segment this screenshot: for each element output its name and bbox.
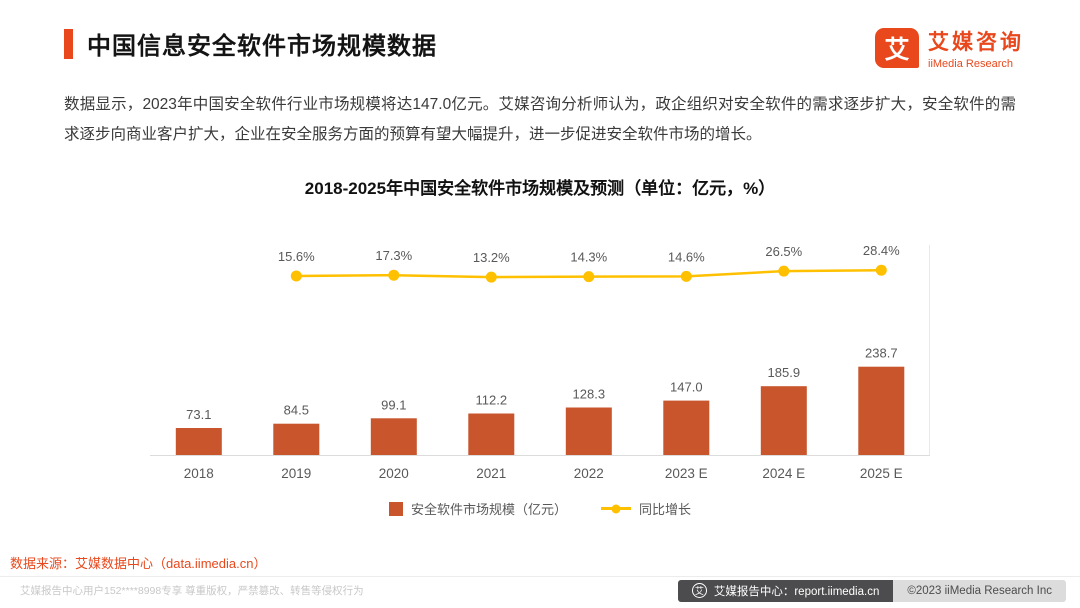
title-accent-bar <box>64 28 73 59</box>
brand-name-cn: 艾媒咨询 <box>928 31 1024 54</box>
footer-copyright: ©2023 iiMedia Research Inc <box>893 579 1066 602</box>
bar <box>663 401 710 456</box>
growth-point <box>290 270 302 282</box>
x-axis-label: 2024 E <box>762 466 805 481</box>
title-wrap: 中国信息安全软件市场规模数据 <box>64 26 437 61</box>
growth-value-label: 17.3% <box>375 249 412 264</box>
growth-point <box>778 266 790 278</box>
bar-value-label: 185.9 <box>768 366 801 381</box>
growth-value-label: 28.4% <box>863 244 900 259</box>
chart-canvas: 73.1 2018 84.5 2019 99.1 2020 112.2 2021 128.3 20… <box>150 244 930 481</box>
intro-paragraph: 数据显示，2023年中国安全软件行业市场规模将达147.0亿元。艾媒咨询分析师认… <box>64 96 1016 144</box>
x-axis-label: 2021 <box>476 466 506 481</box>
header: 中国信息安全软件市场规模数据 艾 艾媒咨询 iiMedia Research <box>0 0 1080 70</box>
footer-report-url: 艾媒报告中心：report.iimedia.cn <box>713 585 880 598</box>
chart-title: 2018-2025年中国安全软件市场规模及预测（单位：亿元，%） <box>304 179 776 199</box>
bar-value-label: 73.1 <box>186 407 211 422</box>
data-source: 数据来源：艾媒数据中心（data.iimedia.cn） <box>10 556 267 571</box>
legend-item-line: 同比增长 <box>601 499 691 518</box>
bar <box>760 386 807 456</box>
growth-point <box>485 272 497 284</box>
legend-bar-label: 安全软件市场规模（亿元） <box>410 502 567 518</box>
growth-point <box>875 265 887 277</box>
footer-report-center: 艾 艾媒报告中心：report.iimedia.cn <box>677 579 894 602</box>
x-axis-label: 2025 E <box>860 466 903 481</box>
bar-value-label: 238.7 <box>865 346 898 361</box>
bar <box>175 428 222 456</box>
iimedia-footer-icon: 艾 <box>691 583 707 598</box>
x-axis-label: 2022 <box>574 466 604 481</box>
x-axis-label: 2018 <box>184 466 214 481</box>
x-axis-label: 2023 E <box>665 466 708 481</box>
x-axis-label: 2019 <box>281 466 311 481</box>
growth-point <box>388 270 400 282</box>
growth-value-label: 14.3% <box>570 250 607 265</box>
bar <box>468 413 515 456</box>
bar-value-label: 112.2 <box>476 393 508 408</box>
growth-value-label: 14.6% <box>668 250 705 265</box>
brand-logo-icon: 艾 <box>875 28 919 68</box>
bar-value-label: 99.1 <box>381 398 406 413</box>
growth-value-label: 15.6% <box>278 249 315 264</box>
x-axis-label: 2020 <box>379 466 409 481</box>
legend-line-swatch <box>601 504 631 514</box>
chart-legend: 安全软件市场规模（亿元） 同比增长 <box>0 499 1080 518</box>
legend-line-dot <box>611 504 621 514</box>
footer-right: 艾 艾媒报告中心：report.iimedia.cn ©2023 iiMedia… <box>677 579 1066 602</box>
bar <box>858 367 905 456</box>
bar-value-label: 147.0 <box>670 380 703 395</box>
market-size-chart: 73.1 2018 84.5 2019 99.1 2020 112.2 2021 128.3 20… <box>150 207 930 497</box>
legend-bar-swatch <box>388 501 403 516</box>
legend-line-label: 同比增长 <box>639 502 692 518</box>
bar <box>370 418 417 456</box>
footer-user-note: 艾媒报告中心用户152****8998专享 尊重版权，严禁篡改、转售等侵权行为 <box>20 585 364 597</box>
bar-value-label: 128.3 <box>573 387 606 402</box>
growth-point <box>583 271 595 283</box>
growth-value-label: 13.2% <box>473 251 510 266</box>
brand-logo: 艾 艾媒咨询 iiMedia Research <box>875 26 1024 70</box>
bar <box>273 424 320 456</box>
page-title: 中国信息安全软件市场规模数据 <box>87 33 437 60</box>
brand-logo-text: 艾媒咨询 iiMedia Research <box>928 26 1024 70</box>
bar-value-label: 84.5 <box>284 403 309 418</box>
growth-point <box>680 271 692 283</box>
footer: 艾媒报告中心用户152****8998专享 尊重版权，严禁篡改、转售等侵权行为 … <box>0 576 1080 602</box>
brand-name-en: iiMedia Research <box>928 58 1013 70</box>
bar <box>565 407 612 456</box>
growth-value-label: 26.5% <box>765 245 802 260</box>
legend-item-bar: 安全软件市场规模（亿元） <box>388 499 567 518</box>
